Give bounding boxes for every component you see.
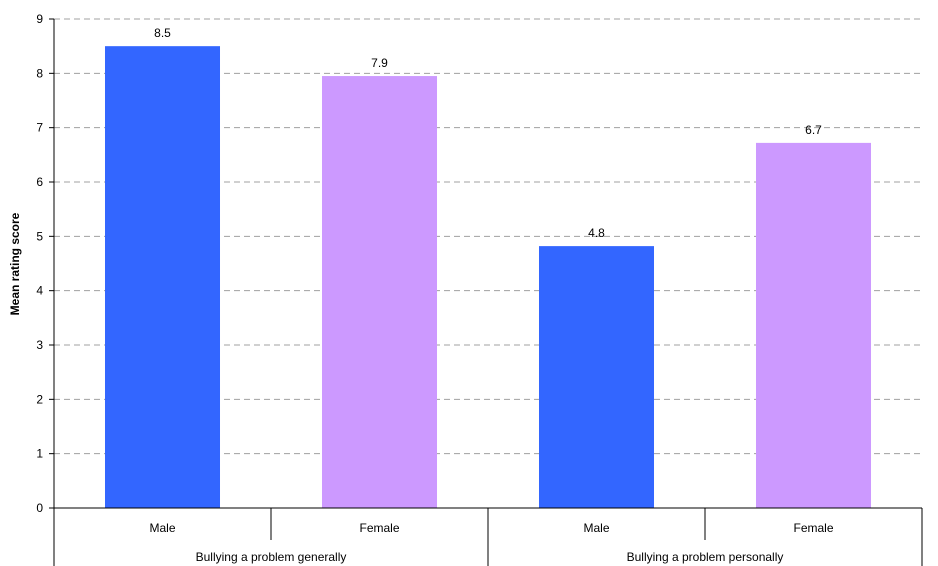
x-group-label: Bullying a problem generally — [196, 550, 347, 564]
y-tick-label: 2 — [36, 392, 43, 406]
y-axis-label: Mean rating score — [8, 212, 22, 315]
y-tick-label: 5 — [36, 229, 43, 243]
x-category-label: Female — [359, 521, 399, 535]
data-label: 6.7 — [805, 123, 822, 137]
y-tick-label: 9 — [36, 12, 43, 26]
data-label: 7.9 — [371, 56, 388, 70]
bars — [104, 46, 872, 509]
x-category-label: Male — [583, 521, 609, 535]
y-tick-label: 6 — [36, 175, 43, 189]
y-tick-label: 4 — [36, 284, 43, 298]
bar-male-1 — [104, 46, 221, 509]
data-labels: 8.5 7.9 4.8 6.7 — [154, 26, 822, 240]
y-tick-label: 8 — [36, 66, 43, 80]
bar-female-1 — [321, 76, 438, 509]
y-axis-ticks: 0 1 2 3 4 5 6 7 8 9 — [36, 12, 55, 515]
x-axis: Male Female Male Female Bullying a problem g… — [53, 507, 923, 566]
data-label: 8.5 — [154, 26, 171, 40]
y-tick-label: 0 — [36, 501, 43, 515]
x-group-label: Bullying a problem personally — [627, 550, 784, 564]
bar-female-2 — [755, 142, 872, 508]
y-tick-label: 3 — [36, 338, 43, 352]
x-category-label: Female — [793, 521, 833, 535]
y-tick-label: 7 — [36, 121, 43, 135]
bar-male-2 — [538, 246, 655, 508]
data-label: 4.8 — [588, 226, 605, 240]
x-category-label: Male — [149, 521, 175, 535]
y-tick-label: 1 — [36, 447, 43, 461]
